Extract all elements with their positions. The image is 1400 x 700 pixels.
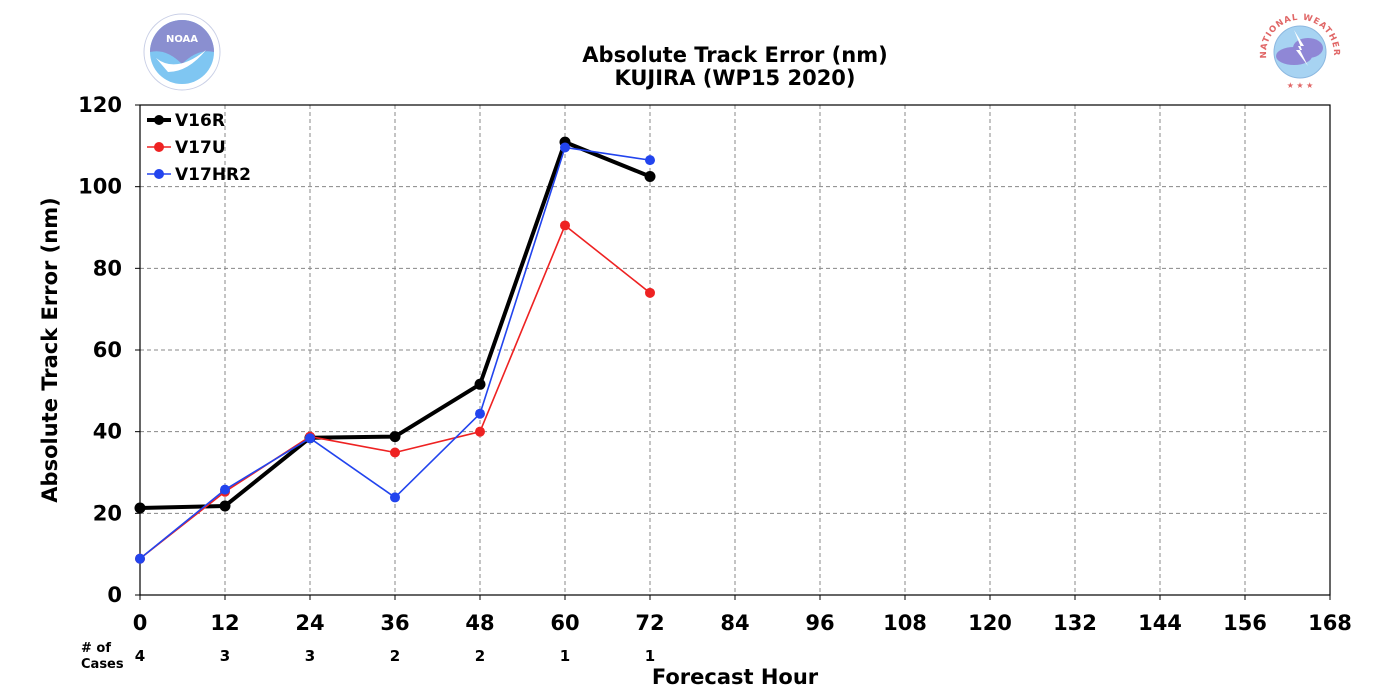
svg-text:★ ★ ★: ★ ★ ★ bbox=[1287, 81, 1314, 90]
x-tick-label: 108 bbox=[883, 611, 927, 635]
x-tick-label: 12 bbox=[210, 611, 239, 635]
legend-swatch-marker bbox=[154, 142, 164, 152]
case-count: 2 bbox=[390, 647, 400, 665]
y-tick-labels: 0 20 40 60 80 100 120 bbox=[78, 93, 140, 607]
x-tick-label: 60 bbox=[550, 611, 579, 635]
x-tick-label: 72 bbox=[635, 611, 664, 635]
case-count: 1 bbox=[560, 647, 570, 665]
data-point bbox=[389, 431, 401, 443]
grid-lines bbox=[140, 105, 1330, 595]
data-point bbox=[390, 492, 400, 503]
x-tick-label: 0 bbox=[133, 611, 148, 635]
data-point bbox=[474, 378, 486, 390]
cases-row-label: Cases bbox=[81, 657, 124, 672]
case-count: 3 bbox=[220, 647, 230, 665]
x-tick-labels: 0 12 24 36 48 60 72 84 96 108 120 132 144 156 168 bbox=[133, 595, 1352, 635]
data-point bbox=[560, 220, 570, 231]
x-axis-label: Forecast Hour bbox=[652, 665, 819, 689]
data-point bbox=[645, 287, 655, 298]
x-tick-label: 120 bbox=[968, 611, 1012, 635]
x-tick-label: 144 bbox=[1138, 611, 1182, 635]
series-v17hr2 bbox=[135, 142, 655, 564]
legend-swatch-marker bbox=[154, 169, 164, 179]
legend-swatch-marker bbox=[154, 115, 164, 125]
noaa-logo-text: NOAA bbox=[166, 34, 198, 45]
y-tick-label: 0 bbox=[107, 583, 122, 607]
x-tick-label: 48 bbox=[465, 611, 494, 635]
data-point bbox=[645, 155, 655, 166]
y-tick-label: 100 bbox=[78, 175, 122, 199]
y-tick-label: 80 bbox=[93, 256, 122, 280]
nws-logo-icon: NATIONAL WEATHER SERVICE ★ ★ ★ bbox=[1259, 13, 1340, 90]
x-tick-label: 36 bbox=[380, 611, 409, 635]
legend-label: V17HR2 bbox=[175, 165, 251, 185]
x-tick-label: 96 bbox=[805, 611, 834, 635]
legend-label: V16R bbox=[175, 111, 225, 131]
y-tick-label: 60 bbox=[93, 338, 122, 362]
chart-subtitle: KUJIRA (WP15 2020) bbox=[614, 66, 855, 90]
legend: V16R V17U V17HR2 bbox=[147, 111, 251, 185]
case-count: 3 bbox=[305, 647, 315, 665]
data-point bbox=[390, 447, 400, 458]
data-point bbox=[134, 502, 146, 514]
x-tick-label: 84 bbox=[720, 611, 749, 635]
x-tick-label: 24 bbox=[295, 611, 324, 635]
x-tick-label: 156 bbox=[1223, 611, 1267, 635]
y-axis-label: Absolute Track Error (nm) bbox=[38, 197, 62, 502]
data-point bbox=[560, 142, 570, 153]
chart-title: Absolute Track Error (nm) bbox=[582, 43, 887, 67]
data-point bbox=[305, 433, 315, 444]
case-count: 4 bbox=[135, 647, 145, 665]
x-tick-label: 168 bbox=[1308, 611, 1352, 635]
y-tick-label: 20 bbox=[93, 501, 122, 525]
data-point bbox=[475, 426, 485, 437]
x-tick-label: 132 bbox=[1053, 611, 1097, 635]
data-point bbox=[644, 170, 656, 182]
data-point bbox=[135, 553, 145, 564]
case-count: 1 bbox=[645, 647, 655, 665]
noaa-logo-icon: NOAA bbox=[143, 13, 221, 91]
cases-row-label: # of bbox=[81, 641, 111, 656]
data-series bbox=[134, 136, 656, 564]
data-point bbox=[220, 484, 230, 495]
legend-label: V17U bbox=[175, 138, 226, 158]
data-point bbox=[219, 500, 231, 512]
y-tick-label: 40 bbox=[93, 420, 122, 444]
y-tick-label: 120 bbox=[78, 93, 122, 117]
data-point bbox=[475, 408, 485, 419]
case-count: 2 bbox=[475, 647, 485, 665]
